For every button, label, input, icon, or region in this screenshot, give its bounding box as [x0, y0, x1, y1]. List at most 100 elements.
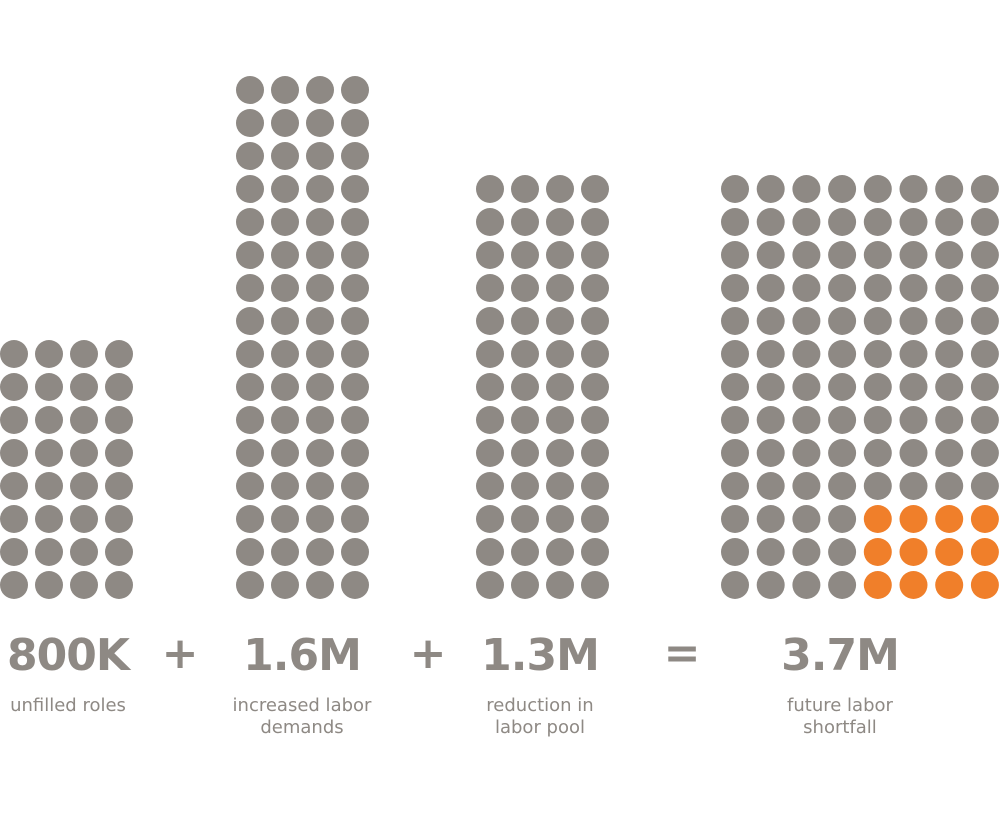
- dot: [935, 340, 964, 368]
- dot: [935, 439, 964, 467]
- dot: [476, 373, 504, 401]
- dot: [271, 373, 299, 401]
- dot: [792, 571, 821, 599]
- dot: [70, 340, 98, 368]
- dot: [899, 274, 928, 302]
- dot: [341, 109, 369, 137]
- dot: [341, 142, 369, 170]
- dot: [341, 340, 369, 368]
- dot: [935, 406, 964, 434]
- dot: [828, 208, 857, 236]
- dot: [970, 373, 999, 401]
- value-label: 1.3M: [481, 630, 599, 681]
- dot: [271, 175, 299, 203]
- category-label: unfilled roles: [10, 695, 126, 716]
- dot: [756, 406, 785, 434]
- dot: [756, 340, 785, 368]
- dot: [828, 505, 857, 533]
- dot: [70, 505, 98, 533]
- dot: [792, 340, 821, 368]
- dot: [341, 373, 369, 401]
- dot: [306, 142, 334, 170]
- dot: [581, 175, 609, 203]
- dot: [271, 241, 299, 269]
- dot: [476, 175, 504, 203]
- dot: [271, 76, 299, 104]
- dot: [935, 208, 964, 236]
- dot: [0, 472, 28, 500]
- dot: [546, 571, 574, 599]
- category-label: future labor: [787, 695, 893, 716]
- dot: [236, 472, 264, 500]
- dot: [792, 274, 821, 302]
- dot: [756, 505, 785, 533]
- dot: [0, 406, 28, 434]
- dot: [899, 439, 928, 467]
- dot: [236, 307, 264, 335]
- dot: [271, 340, 299, 368]
- dot: [511, 571, 539, 599]
- dot: [863, 307, 892, 335]
- dot: [271, 472, 299, 500]
- dot: [581, 274, 609, 302]
- dot: [721, 538, 749, 566]
- dot: [306, 76, 334, 104]
- dot: [70, 538, 98, 566]
- dot: [70, 439, 98, 467]
- dot: [236, 76, 264, 104]
- dot: [35, 373, 63, 401]
- dot: [511, 175, 539, 203]
- highlight-dot: [863, 571, 892, 599]
- dot: [935, 373, 964, 401]
- dot: [828, 538, 857, 566]
- dot: [341, 208, 369, 236]
- dot: [899, 406, 928, 434]
- dot: [511, 241, 539, 269]
- dot: [271, 274, 299, 302]
- dot: [546, 307, 574, 335]
- dot: [792, 439, 821, 467]
- dot: [476, 340, 504, 368]
- dot: [970, 175, 999, 203]
- dot: [863, 373, 892, 401]
- dot: [271, 538, 299, 566]
- dot: [721, 505, 749, 533]
- dot: [341, 76, 369, 104]
- dot: [721, 571, 749, 599]
- dot: [271, 142, 299, 170]
- dot: [581, 208, 609, 236]
- dot: [306, 274, 334, 302]
- dot: [105, 571, 133, 599]
- highlight-dot: [935, 505, 964, 533]
- highlight-dot: [899, 571, 928, 599]
- dot: [35, 472, 63, 500]
- dot: [476, 241, 504, 269]
- dot: [546, 538, 574, 566]
- dot: [721, 340, 749, 368]
- dot: [935, 241, 964, 269]
- highlight-dot: [899, 538, 928, 566]
- dot: [756, 208, 785, 236]
- dot: [236, 373, 264, 401]
- dot: [828, 439, 857, 467]
- dot: [236, 175, 264, 203]
- dot: [341, 472, 369, 500]
- dot: [105, 406, 133, 434]
- dot: [828, 241, 857, 269]
- dot: [756, 175, 785, 203]
- dot: [756, 274, 785, 302]
- dot: [935, 274, 964, 302]
- category-label: shortfall: [803, 717, 877, 738]
- dot: [581, 571, 609, 599]
- dot: [306, 472, 334, 500]
- dot: [476, 538, 504, 566]
- dot: [476, 406, 504, 434]
- dot: [792, 406, 821, 434]
- highlight-dot: [863, 505, 892, 533]
- dot: [236, 406, 264, 434]
- dot: [970, 208, 999, 236]
- dot: [581, 373, 609, 401]
- dot: [236, 142, 264, 170]
- dot: [35, 571, 63, 599]
